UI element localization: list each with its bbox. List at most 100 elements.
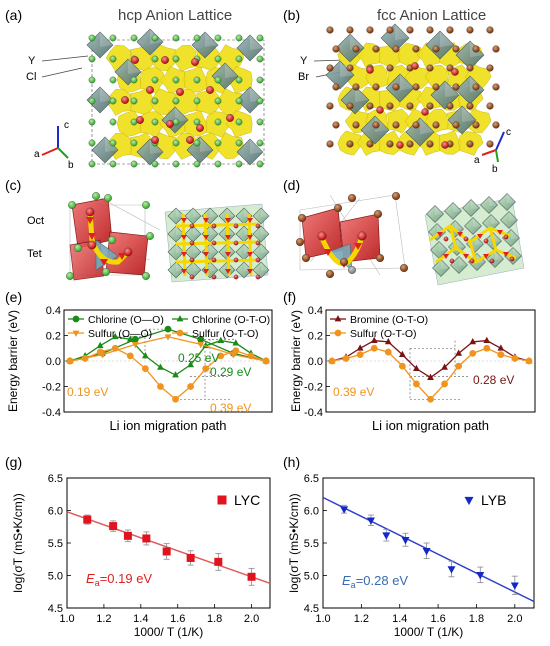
barrier-annotation: 0.19 eV: [67, 385, 108, 399]
path-arrow: [203, 235, 209, 240]
y-tick-label: -0.2: [304, 382, 323, 394]
x-tick-label: 1.6: [430, 613, 445, 625]
octahedron-highlight: [471, 199, 480, 210]
chlorine-atom: [88, 118, 96, 126]
data-point: [214, 557, 223, 566]
chlorine-atom: [172, 76, 180, 84]
path-arrow: [203, 252, 209, 257]
bromine-atom: [372, 121, 380, 129]
octahedron-highlight: [445, 81, 459, 98]
lithium-atom: [206, 86, 214, 94]
data-point: [413, 380, 420, 388]
chlorine-atom: [151, 118, 159, 126]
octahedron-face: [462, 199, 480, 217]
bromine-atom: [472, 83, 480, 91]
octahedron-face: [360, 115, 390, 145]
yttrium-octahedron: [444, 202, 462, 220]
chlorine-atom: [235, 76, 243, 84]
data-point: [427, 395, 434, 403]
path-arrow: [181, 269, 187, 274]
lithium-atom: [211, 257, 217, 263]
bromine-atom: [332, 121, 340, 129]
data-point: [455, 349, 463, 356]
lithium-atom: [186, 136, 194, 144]
ea-symbol: E: [86, 571, 95, 586]
octahedron-face: [444, 202, 462, 220]
x-axis-label: Li ion migration path: [109, 418, 226, 433]
data-point: [187, 360, 195, 368]
data-point: [111, 332, 119, 340]
bromine-atom: [346, 26, 354, 34]
chlorine-atom: [109, 118, 117, 126]
y-tick-label: 4.5: [48, 603, 63, 615]
octahedron-face: [236, 86, 264, 114]
octahedron-highlight: [210, 226, 218, 236]
bromine-atom: [392, 45, 400, 53]
migration-channel: [175, 258, 259, 264]
data-point: [131, 342, 139, 349]
chlorine-atom: [214, 97, 222, 105]
yttrium-octahedron: [432, 259, 450, 277]
y-axis-label: log(σT (mS•K/cm)): [11, 493, 25, 592]
yttrium-octahedron: [252, 225, 270, 243]
chlorine-atom: [88, 160, 96, 168]
chlorine-atom: [88, 97, 96, 105]
ea-symbol: E: [342, 573, 351, 588]
migration-channel: [448, 225, 498, 263]
bromine-atom: [406, 102, 414, 110]
octahedron-highlight: [210, 262, 218, 272]
leader-line-cl: [41, 67, 83, 78]
data-point: [157, 383, 164, 390]
x-tick-label: 1.8: [469, 613, 484, 625]
octahedron-highlight: [395, 24, 409, 41]
y-tick-label: 6.5: [304, 473, 319, 485]
y-axis-label: Energy barrier (eV): [289, 310, 303, 412]
yttrium-atom: [348, 266, 356, 274]
chlorine-atom: [88, 139, 96, 147]
bromine-atom: [392, 121, 400, 129]
chlorine-atom: [109, 160, 117, 168]
bromine-atom: [333, 203, 343, 213]
lithium-atom: [449, 258, 455, 264]
yttrium-octahedron: [482, 214, 500, 232]
legend-marker: [72, 315, 80, 323]
bromine-atom: [326, 102, 334, 110]
panel-d-label: (d): [283, 177, 300, 193]
bromine-atom: [386, 102, 394, 110]
yttrium-octahedron: [425, 30, 455, 60]
chlorine-atom: [256, 76, 264, 84]
path-arrow: [247, 235, 253, 240]
lithium-atom: [463, 236, 469, 242]
chlorine-atom: [214, 139, 222, 147]
data-point: [398, 362, 406, 370]
path-arrow: [225, 235, 231, 240]
chlorine-atom: [109, 55, 117, 63]
octahedron-highlight: [375, 116, 389, 133]
bromine-atom: [332, 45, 340, 53]
yttrium-octahedron: [184, 261, 202, 279]
yttrium-octahedron: [236, 34, 264, 62]
data-point: [497, 351, 505, 359]
path-arrow: [225, 252, 231, 257]
chlorine-atom: [74, 244, 82, 252]
path-arrow: [225, 218, 231, 223]
data-point: [232, 347, 240, 355]
yttrium-octahedron: [184, 225, 202, 243]
octahedron-face: [236, 138, 264, 166]
energy-barrier-chart-e: (e) -0.4 -0.2 0.0 0.2 0.4 Energy barrier (eV)…: [5, 289, 273, 433]
octahedron-highlight: [175, 107, 188, 122]
octahedron-face: [167, 225, 185, 243]
octahedron-face: [335, 33, 365, 63]
data-point: [447, 566, 456, 574]
chlorine-atom: [151, 97, 159, 105]
legend-marker: [72, 330, 80, 337]
data-point: [141, 365, 149, 373]
octahedron-highlight: [493, 232, 502, 243]
bromine-atom: [386, 140, 394, 148]
chlorine-atom: [256, 34, 264, 42]
bromine-atom: [452, 121, 460, 129]
y-tick-label: 0.4: [308, 305, 323, 317]
bromine-atom: [326, 140, 334, 148]
chlorine-atom: [146, 232, 154, 240]
bromine-atom: [486, 26, 494, 34]
